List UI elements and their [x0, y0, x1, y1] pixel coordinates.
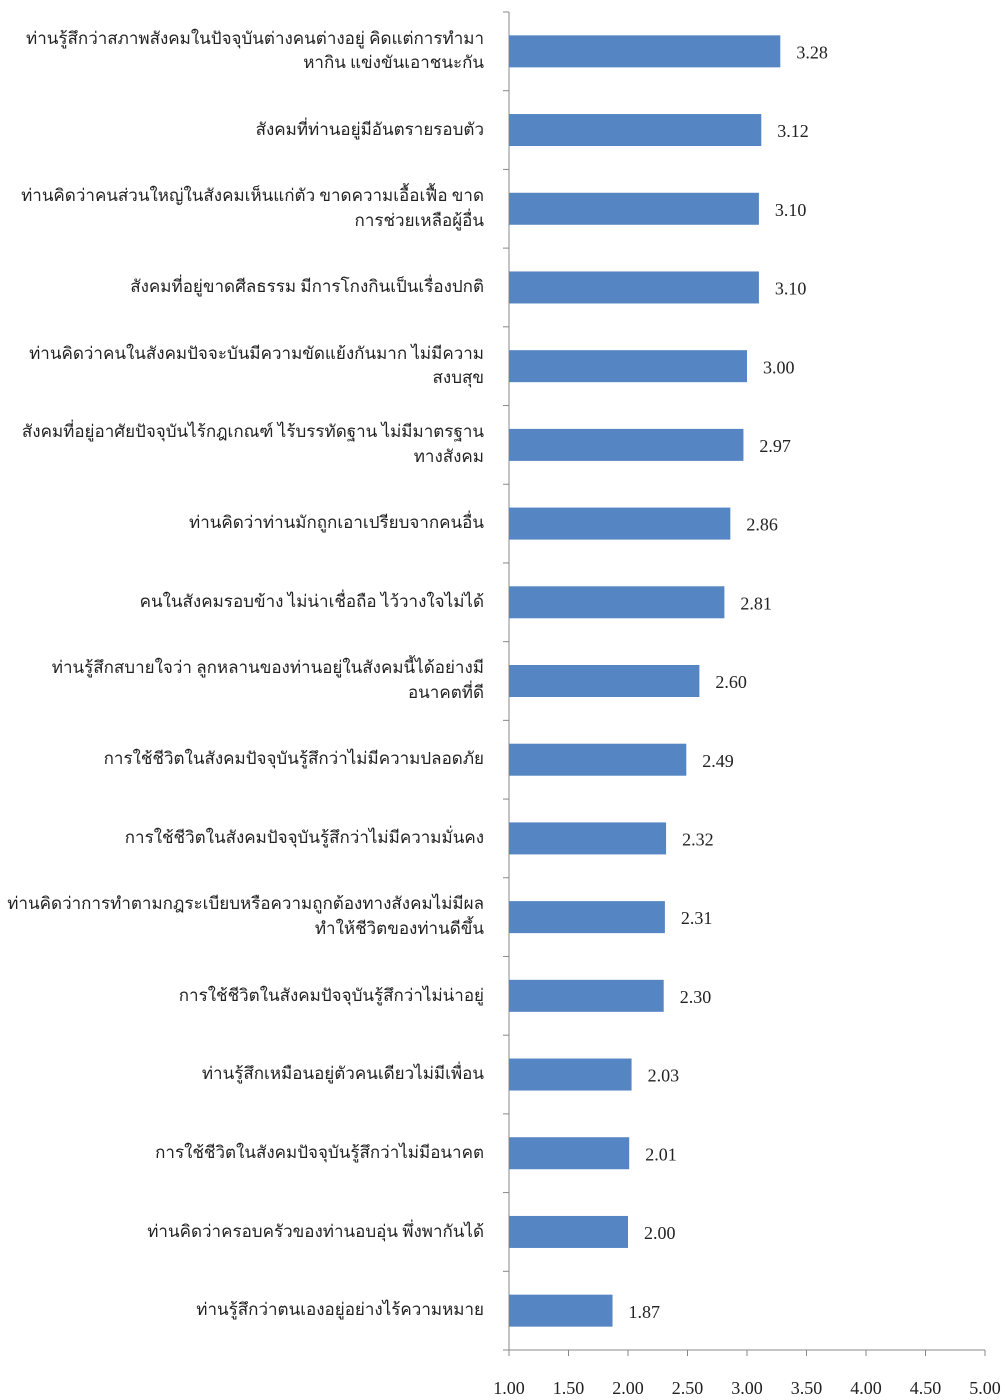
value-label: 3.10	[775, 200, 807, 220]
bar	[509, 1137, 629, 1169]
value-label: 2.86	[746, 515, 778, 535]
bar	[509, 1216, 628, 1248]
value-label: 2.49	[702, 751, 734, 771]
x-tick-label: 3.50	[791, 1378, 823, 1398]
x-tick-label: 2.50	[672, 1378, 704, 1398]
value-label: 2.32	[682, 830, 714, 850]
bar	[509, 665, 699, 697]
bar	[509, 193, 759, 225]
bar	[509, 1059, 632, 1091]
value-label: 2.30	[680, 987, 712, 1007]
bar	[509, 744, 686, 776]
value-label: 2.97	[759, 436, 791, 456]
bar	[509, 822, 666, 854]
value-label: 2.81	[740, 593, 772, 613]
value-label: 1.87	[629, 1302, 661, 1322]
page: ท่านรู้สึกว่าสภาพสังคมในปัจจุบันต่างคนต่…	[0, 0, 1005, 1400]
bar	[509, 429, 743, 461]
bar	[509, 35, 780, 67]
bar	[509, 114, 761, 146]
value-label: 3.10	[775, 279, 807, 299]
value-label: 2.31	[681, 908, 713, 928]
x-tick-label: 2.00	[612, 1378, 644, 1398]
x-tick-label: 4.50	[910, 1378, 942, 1398]
x-tick-label: 1.00	[493, 1378, 525, 1398]
x-tick-label: 1.50	[553, 1378, 585, 1398]
value-label: 2.00	[644, 1223, 676, 1243]
bar	[509, 586, 724, 618]
chart: 1.00 1.50 2.00 2.50 3.00 3.50 4.00 4.50 5.00 3.28…	[0, 0, 1005, 1400]
bar	[509, 271, 759, 303]
value-label: 3.28	[796, 42, 828, 62]
value-label: 2.01	[645, 1144, 677, 1164]
x-tick-label: 5.00	[969, 1378, 1001, 1398]
value-label: 2.03	[648, 1066, 680, 1086]
bar	[509, 980, 664, 1012]
value-label: 3.12	[777, 121, 809, 141]
bar	[509, 1295, 613, 1327]
value-label: 3.00	[763, 357, 795, 377]
bar	[509, 350, 747, 382]
bar	[509, 901, 665, 933]
x-tick-label: 3.00	[731, 1378, 763, 1398]
bar	[509, 508, 730, 540]
value-label: 2.60	[715, 672, 747, 692]
x-tick-label: 4.00	[850, 1378, 882, 1398]
